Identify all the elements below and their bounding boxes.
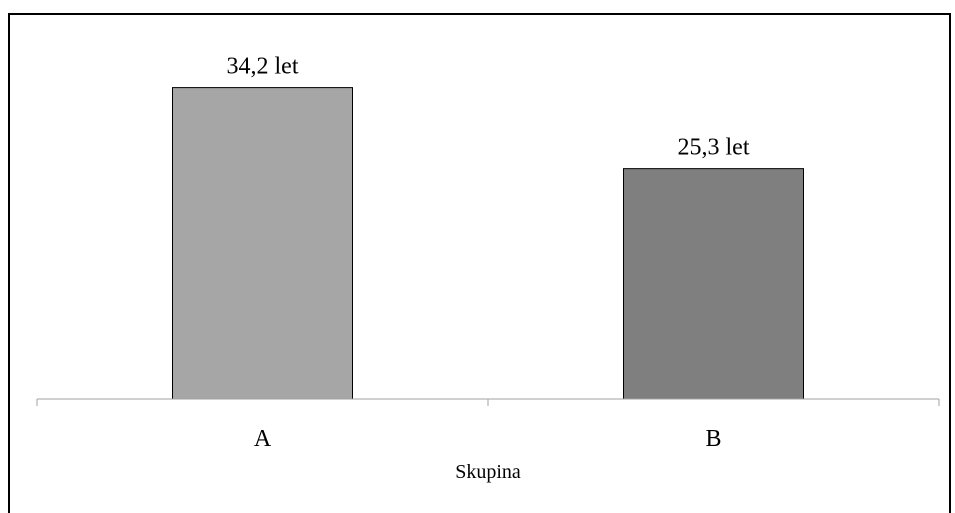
x-tick-label-A: A xyxy=(254,426,272,452)
data-label-B: 25,3 let xyxy=(678,135,750,161)
data-label-A: 34,2 let xyxy=(227,54,299,80)
x-tick-label-B: B xyxy=(705,426,721,452)
x-axis xyxy=(36,398,940,406)
bar-B xyxy=(623,168,804,400)
data-labels: 34,2 let 25,3 let xyxy=(227,54,750,161)
x-axis-title: Skupina xyxy=(455,461,521,483)
chart-frame xyxy=(8,13,951,513)
bar-A xyxy=(172,87,353,400)
